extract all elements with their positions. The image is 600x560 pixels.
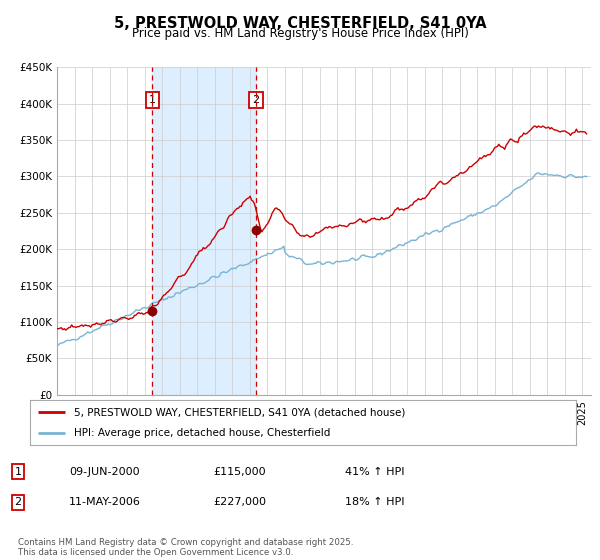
Text: 2: 2 (253, 95, 260, 105)
Text: £227,000: £227,000 (213, 497, 266, 507)
Text: Price paid vs. HM Land Registry's House Price Index (HPI): Price paid vs. HM Land Registry's House … (131, 27, 469, 40)
Text: 1: 1 (149, 95, 156, 105)
Text: 1: 1 (14, 466, 22, 477)
Text: 5, PRESTWOLD WAY, CHESTERFIELD, S41 0YA: 5, PRESTWOLD WAY, CHESTERFIELD, S41 0YA (113, 16, 487, 31)
Text: HPI: Average price, detached house, Chesterfield: HPI: Average price, detached house, Ches… (74, 428, 330, 438)
Text: £115,000: £115,000 (213, 466, 266, 477)
Text: 5, PRESTWOLD WAY, CHESTERFIELD, S41 0YA (detached house): 5, PRESTWOLD WAY, CHESTERFIELD, S41 0YA … (74, 408, 405, 418)
Text: Contains HM Land Registry data © Crown copyright and database right 2025.
This d: Contains HM Land Registry data © Crown c… (18, 538, 353, 557)
Text: 09-JUN-2000: 09-JUN-2000 (69, 466, 140, 477)
Text: 11-MAY-2006: 11-MAY-2006 (69, 497, 141, 507)
Text: 18% ↑ HPI: 18% ↑ HPI (345, 497, 404, 507)
Text: 2: 2 (14, 497, 22, 507)
Text: 41% ↑ HPI: 41% ↑ HPI (345, 466, 404, 477)
Bar (152, 67, 256, 395)
